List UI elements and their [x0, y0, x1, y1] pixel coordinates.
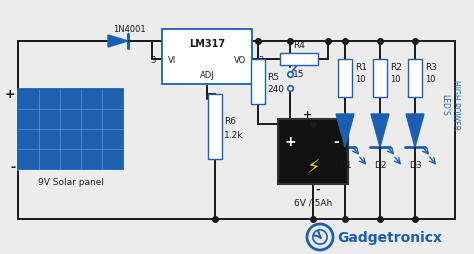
Text: ⚡: ⚡ [306, 158, 320, 177]
Text: 10: 10 [390, 75, 401, 84]
Text: 1N4001: 1N4001 [113, 25, 146, 34]
Bar [162, 30, 252, 85]
Text: 10: 10 [355, 75, 365, 84]
Text: ADJ: ADJ [200, 71, 214, 80]
Text: 9V Solar panel: 9V Solar panel [37, 177, 103, 186]
Text: +: + [4, 88, 15, 101]
Text: R1: R1 [355, 63, 367, 72]
Text: D3: D3 [409, 161, 421, 170]
Bar [208, 95, 222, 159]
Polygon shape [371, 115, 389, 147]
Bar [251, 60, 265, 105]
Text: R4: R4 [293, 41, 305, 50]
Bar [278, 120, 348, 184]
Text: +: + [284, 134, 296, 148]
Text: -: - [316, 184, 320, 194]
Polygon shape [336, 115, 354, 147]
Text: 240: 240 [267, 85, 284, 94]
Text: HIGH POWER
LED'S: HIGH POWER LED'S [440, 80, 460, 130]
Text: 15: 15 [293, 70, 305, 79]
Text: -: - [333, 134, 339, 148]
Text: 2: 2 [258, 55, 263, 64]
Bar [408, 60, 422, 98]
Text: D1: D1 [339, 161, 351, 170]
Text: VO: VO [234, 55, 246, 64]
Text: R3: R3 [425, 63, 437, 72]
Bar [338, 60, 352, 98]
Text: R2: R2 [390, 63, 402, 72]
Text: D2: D2 [374, 161, 386, 170]
Polygon shape [406, 115, 424, 147]
Polygon shape [108, 36, 128, 48]
Bar [18, 90, 123, 169]
Text: Gadgetronicx: Gadgetronicx [337, 230, 442, 244]
Text: R6: R6 [224, 117, 236, 126]
Text: +: + [303, 109, 313, 120]
Text: -: - [10, 161, 15, 174]
Text: 1.2k: 1.2k [224, 130, 244, 139]
Text: VI: VI [168, 55, 176, 64]
Text: 6V / 5Ah: 6V / 5Ah [294, 198, 332, 207]
Text: 3: 3 [151, 55, 156, 64]
Text: R5: R5 [267, 72, 279, 81]
Bar [280, 54, 318, 66]
Bar [373, 60, 387, 98]
Text: LM317: LM317 [189, 39, 225, 49]
Text: 10: 10 [425, 75, 436, 84]
